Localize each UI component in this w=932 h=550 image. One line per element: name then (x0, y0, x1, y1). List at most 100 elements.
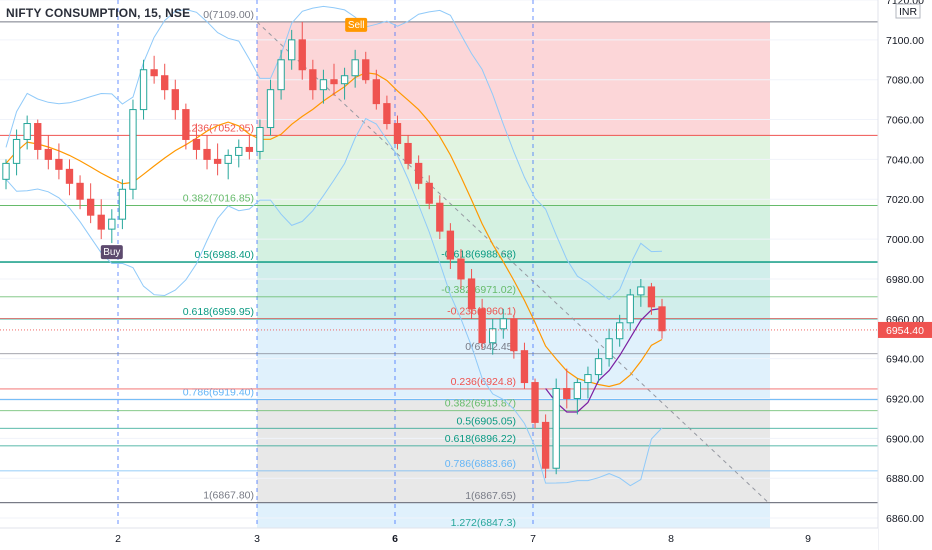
candle-body (594, 358, 603, 376)
candle-body (65, 168, 74, 184)
price-tick-label: 7040.00 (886, 154, 924, 166)
candle-body (55, 158, 63, 170)
price-tick-label: 6880.00 (886, 473, 924, 485)
sell-marker (345, 17, 368, 32)
currency-label: INR (899, 6, 918, 18)
trend-line (256, 21, 771, 505)
time-axis (0, 528, 878, 550)
candle-body (499, 318, 507, 330)
fib-zone (257, 205, 770, 263)
fib-level-label: 0.618(6959.95) (183, 306, 254, 318)
fib-level-label: 0.786(6919.40) (183, 387, 254, 399)
candle-body (362, 59, 370, 81)
candle-body (446, 230, 455, 260)
candle-body (97, 214, 105, 230)
candle-body (288, 39, 296, 61)
fib-level-label: 0.5(6988.40) (194, 249, 254, 261)
currency-badge (895, 3, 921, 19)
candle-body (161, 75, 169, 91)
price-tick-label: 6980.00 (886, 274, 924, 286)
candle-body (616, 322, 624, 340)
time-tick-label: 6 (392, 533, 398, 545)
candle-body (235, 146, 243, 156)
candle-body (372, 79, 380, 105)
candle-body (383, 103, 391, 125)
candle-body (393, 123, 402, 144)
candle-body (213, 158, 222, 164)
fib-zone (257, 135, 770, 206)
fib-level-label: 0(7109.00) (203, 9, 254, 21)
time-tick-label: 7 (530, 533, 536, 545)
time-tick-label: 3 (254, 533, 260, 545)
candle-body (436, 202, 444, 232)
candle-body (2, 162, 10, 180)
fib-zone (257, 502, 770, 528)
candle-body (414, 162, 423, 184)
time-tick-label: 9 (805, 533, 811, 545)
candle-body (171, 89, 179, 111)
candle-body (76, 182, 84, 200)
price-tick-label: 6920.00 (886, 393, 924, 405)
candle-body (647, 286, 656, 308)
candle-body (552, 388, 560, 469)
candle-body (298, 39, 306, 71)
candle-body (605, 338, 613, 360)
candle-body (510, 318, 518, 352)
candle-body (467, 278, 476, 310)
candle-body (224, 154, 232, 164)
candle-body (192, 138, 201, 150)
candle-body (330, 79, 338, 85)
fib-level-label: 1.272(6847.3) (451, 517, 516, 529)
fib-level-label: 1(6867.65) (465, 490, 516, 502)
candle-body (457, 258, 465, 280)
buy-marker-label: Buy (103, 247, 120, 258)
last-price-label: 6954.40 (886, 325, 924, 337)
lower-band (5, 117, 663, 487)
candle-body (245, 146, 254, 152)
candle-body (203, 148, 211, 160)
ma-line (545, 307, 663, 413)
candle-body (309, 69, 317, 91)
price-tick-label: 7080.00 (886, 75, 924, 87)
candle-body (150, 69, 158, 77)
upper-band (5, 5, 663, 301)
candle-body (139, 69, 148, 111)
fib-level-label: -0.382(6971.02) (441, 284, 516, 296)
fib-level-label: 0.618(6896.22) (445, 433, 516, 445)
candle-body (12, 138, 21, 164)
chart-title: NIFTY CONSUMPTION, 15, NSE (6, 6, 191, 20)
candle-body (266, 89, 275, 129)
candle-body (182, 109, 190, 140)
fib-zone (257, 262, 770, 319)
candle-body (129, 109, 137, 190)
candle-body (351, 59, 359, 77)
price-tick-label: 7060.00 (886, 115, 924, 127)
candle-body (23, 123, 31, 140)
candle-body (256, 127, 264, 152)
candle-body (531, 382, 539, 423)
candle-body (340, 75, 349, 85)
sell-marker-label: Sell (348, 20, 365, 31)
candle-body (118, 188, 127, 220)
candle-body (404, 142, 412, 164)
buy-marker (100, 245, 123, 260)
candle-body (34, 123, 42, 150)
price-tick-label: 7020.00 (886, 194, 924, 206)
candle-body (658, 306, 666, 332)
candle-body (584, 374, 592, 384)
fib-level-label: 1(6867.80) (203, 489, 254, 501)
last-price-tag (878, 321, 932, 338)
candle-body (626, 294, 634, 324)
fib-level-label: 0.5(6905.05) (456, 415, 516, 427)
fib-level-label: 0.236(7052.05) (183, 122, 254, 134)
price-axis (878, 0, 932, 550)
candle-body (489, 328, 497, 344)
candle-body (541, 421, 550, 469)
price-tick-label: 6940.00 (886, 354, 924, 366)
time-tick-label: 8 (668, 533, 674, 545)
price-tick-label: 7100.00 (886, 35, 924, 47)
candle-body (637, 286, 645, 296)
candle-body (44, 148, 52, 160)
fib-level-label: 0.236(6924.8) (451, 376, 516, 388)
